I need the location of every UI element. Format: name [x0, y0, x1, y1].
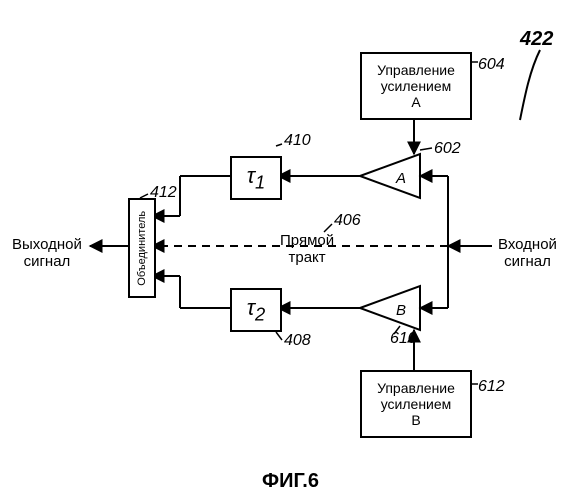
- out-line1: Выходной: [12, 236, 82, 253]
- ref-408: 408: [284, 332, 311, 350]
- tau1-sym: τ: [247, 163, 255, 188]
- gain-a-line1: Управление: [377, 62, 455, 78]
- amp-b-label: B: [396, 302, 406, 319]
- combiner-label: Объединитель: [136, 211, 149, 286]
- gain-a-line3: A: [411, 94, 420, 110]
- gain-a-line2: усилением: [381, 78, 452, 94]
- combiner-box: Объединитель: [128, 198, 156, 298]
- delay-tau1-box: τ1: [230, 156, 282, 200]
- gain-b-line3: B: [411, 412, 420, 428]
- in-line2: сигнал: [498, 253, 557, 270]
- gain-control-b-box: Управление усилением B: [360, 370, 472, 438]
- input-signal-label: Входной сигнал: [498, 236, 557, 271]
- direct-path-label: Прямой тракт: [280, 232, 334, 267]
- output-signal-label: Выходной сигнал: [12, 236, 82, 271]
- tau1-sub: 1: [255, 172, 265, 193]
- figure-caption: ФИГ.6: [262, 470, 319, 493]
- in-line1: Входной: [498, 236, 557, 253]
- diagram-root: { "canvas": { "w": 584, "h": 500, "bg": …: [0, 0, 584, 500]
- direct-line1: Прямой: [280, 232, 334, 249]
- out-line2: сигнал: [12, 253, 82, 270]
- ref-610: 610: [390, 330, 417, 348]
- ref-412: 412: [150, 184, 177, 202]
- gain-control-a-box: Управление усилением A: [360, 52, 472, 120]
- ref-410: 410: [284, 132, 311, 150]
- ref-612: 612: [478, 378, 505, 396]
- gain-b-line2: усилением: [381, 396, 452, 412]
- delay-tau2-box: τ2: [230, 288, 282, 332]
- gain-b-line1: Управление: [377, 380, 455, 396]
- ref-602: 602: [434, 140, 461, 158]
- figure-ref-422: 422: [520, 28, 553, 51]
- direct-line2: тракт: [280, 249, 334, 266]
- ref-406: 406: [334, 212, 361, 230]
- tau2-sym: τ: [247, 295, 255, 320]
- amp-a-label: A: [396, 170, 406, 187]
- ref-604: 604: [478, 56, 505, 74]
- tau2-sub: 2: [255, 304, 265, 325]
